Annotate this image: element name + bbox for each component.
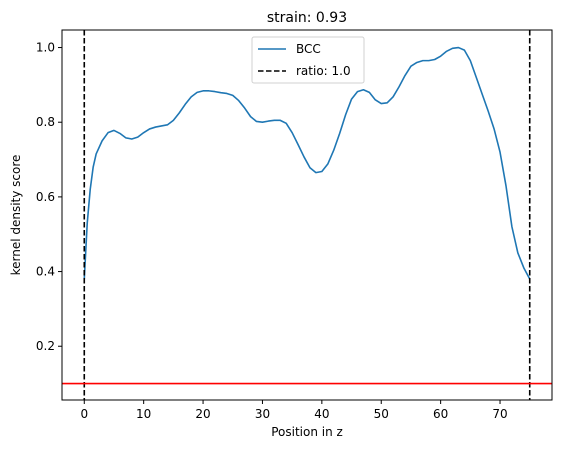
y-tick-label: 0.6	[36, 190, 55, 204]
axis-ticks: 0 10 20 30 40 50 60 70 0.2 0.4 0.6 0.8 1.0	[36, 41, 508, 421]
x-tick-label: 10	[136, 407, 151, 421]
x-axis-label: Position in z	[271, 425, 343, 439]
y-tick-label: 0.4	[36, 265, 55, 279]
plot-frame	[61, 29, 553, 401]
y-axis-label: kernel density score	[9, 155, 23, 276]
chart-title: strain: 0.93	[267, 10, 347, 26]
series-line-bcc	[83, 46, 531, 280]
x-tick-label: 20	[195, 407, 210, 421]
x-tick-label: 40	[314, 407, 329, 421]
x-tick-label: 30	[255, 407, 270, 421]
legend-entry-bcc: BCC	[296, 42, 321, 56]
legend-entry-ratio: ratio: 1.0	[296, 64, 351, 78]
x-tick-label: 60	[433, 407, 448, 421]
y-tick-label: 1.0	[36, 41, 55, 55]
y-tick-label: 0.2	[36, 339, 55, 353]
x-tick-label: 70	[492, 407, 507, 421]
x-tick-label: 0	[80, 407, 88, 421]
x-tick-label: 50	[374, 407, 389, 421]
plot-area	[62, 30, 552, 400]
legend: BCC ratio: 1.0	[251, 36, 365, 84]
y-tick-label: 0.8	[36, 115, 55, 129]
